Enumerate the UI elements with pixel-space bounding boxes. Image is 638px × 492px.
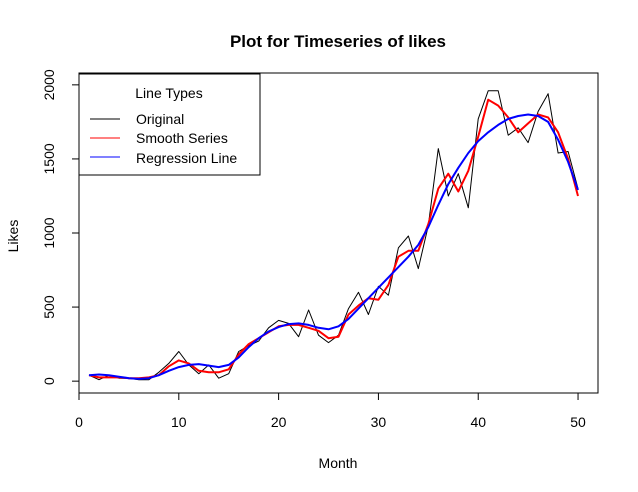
- y-axis: 0 500 1000 1500 2000: [41, 69, 80, 385]
- x-tick-label: 30: [371, 414, 387, 430]
- y-tick-label: 0: [41, 377, 57, 385]
- series-line-original: [88, 90, 579, 381]
- y-tick-label: 1000: [41, 217, 57, 248]
- chart-title: Plot for Timeseries of likes: [230, 32, 446, 51]
- legend-box: [78, 73, 261, 176]
- x-tick-label: 50: [570, 414, 586, 430]
- series-lines: [88, 90, 579, 381]
- legend-label-regression-line: Regression Line: [136, 150, 237, 166]
- legend: Line Types Original Smooth Series Regres…: [78, 73, 261, 176]
- legend-title: Line Types: [135, 85, 202, 101]
- series-line-regression-line: [88, 113, 579, 380]
- x-tick-label: 10: [171, 414, 187, 430]
- y-axis-title: Likes: [5, 220, 21, 253]
- x-tick-label: 40: [470, 414, 486, 430]
- x-axis: 0 10 20 30 40 50: [75, 392, 586, 430]
- series-line-smooth-series: [88, 98, 579, 380]
- x-tick-label: 0: [75, 414, 83, 430]
- x-tick-label: 20: [271, 414, 287, 430]
- y-tick-label: 1500: [41, 143, 57, 174]
- legend-label-original: Original: [136, 111, 184, 127]
- legend-label-smooth-series: Smooth Series: [136, 130, 228, 146]
- x-axis-title: Month: [319, 455, 358, 471]
- y-tick-label: 500: [41, 295, 57, 319]
- y-tick-label: 2000: [41, 69, 57, 100]
